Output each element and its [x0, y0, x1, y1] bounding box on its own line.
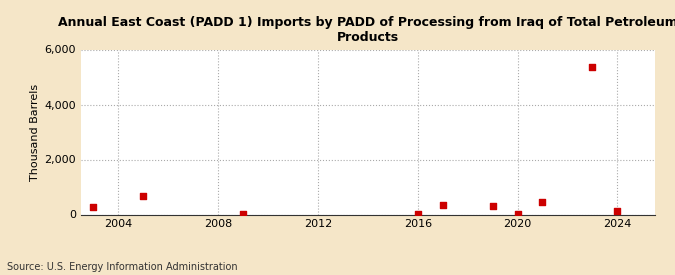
Point: [537, 200, 548, 204]
Point: [437, 203, 448, 207]
Point: [487, 204, 498, 208]
Point: [88, 204, 99, 209]
Point: [587, 64, 598, 69]
Text: Source: U.S. Energy Information Administration: Source: U.S. Energy Information Administ…: [7, 262, 238, 272]
Title: Annual East Coast (PADD 1) Imports by PADD of Processing from Iraq of Total Petr: Annual East Coast (PADD 1) Imports by PA…: [58, 16, 675, 44]
Point: [138, 194, 148, 198]
Point: [238, 211, 248, 216]
Y-axis label: Thousand Barrels: Thousand Barrels: [30, 83, 40, 181]
Point: [412, 211, 423, 216]
Point: [512, 212, 523, 216]
Point: [612, 208, 623, 213]
